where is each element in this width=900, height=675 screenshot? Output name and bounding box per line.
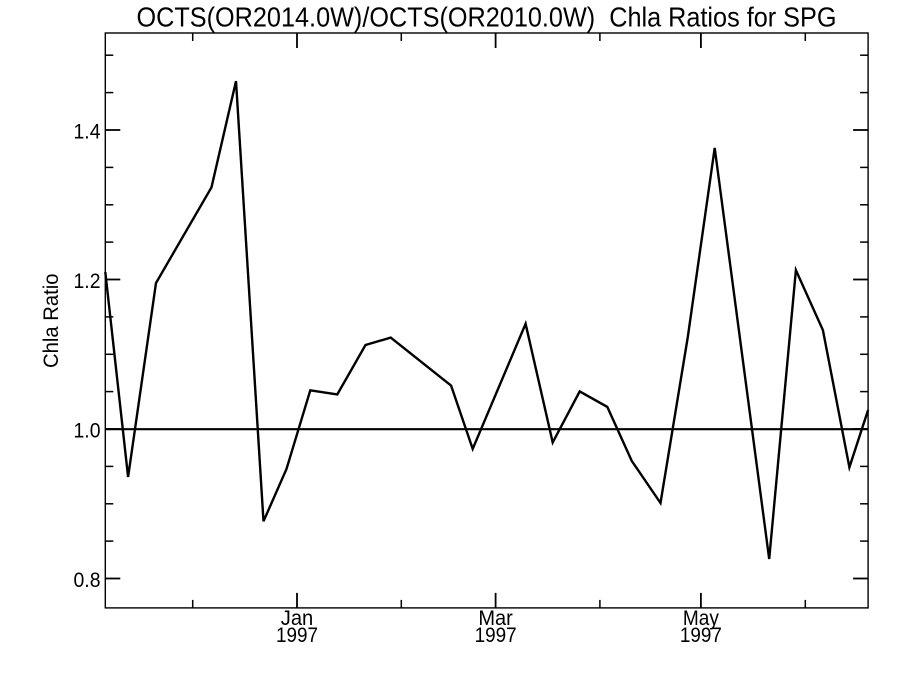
svg-text:1.4: 1.4 bbox=[74, 120, 101, 143]
svg-text:1.2: 1.2 bbox=[74, 270, 101, 293]
svg-text:OCTS(OR2014.0W)/OCTS(OR2010.0W: OCTS(OR2014.0W)/OCTS(OR2010.0W) Chla Rat… bbox=[137, 2, 837, 33]
svg-text:1997: 1997 bbox=[475, 624, 517, 647]
svg-text:May: May bbox=[683, 607, 719, 630]
svg-text:Jan: Jan bbox=[281, 607, 314, 630]
svg-text:1.0: 1.0 bbox=[74, 419, 101, 442]
svg-text:0.8: 0.8 bbox=[74, 569, 101, 592]
svg-text:1997: 1997 bbox=[680, 624, 722, 647]
svg-text:Mar: Mar bbox=[478, 607, 513, 630]
svg-text:1997: 1997 bbox=[276, 624, 318, 647]
svg-text:Chla Ratio: Chla Ratio bbox=[40, 273, 63, 368]
